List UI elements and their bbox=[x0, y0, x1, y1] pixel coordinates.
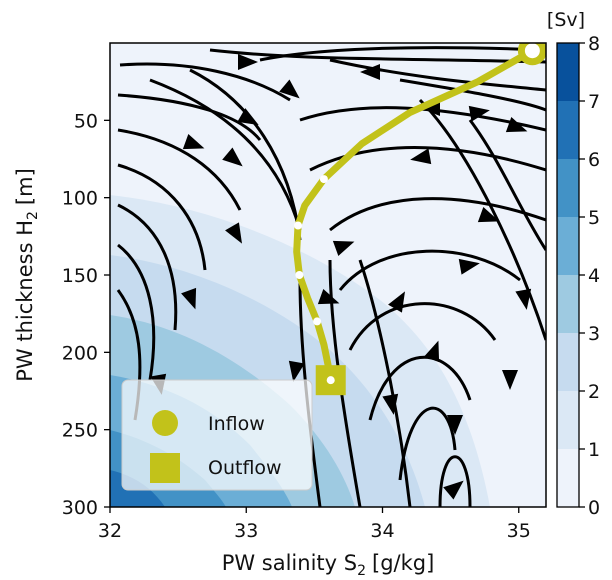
streamline bbox=[348, 302, 497, 351]
stream-arrow bbox=[182, 134, 205, 150]
trajectory-marker bbox=[295, 271, 304, 279]
streamline bbox=[368, 355, 472, 421]
streamline bbox=[418, 98, 546, 341]
y-axis: 50 100 150 200 250 300 bbox=[62, 110, 110, 519]
stream-arrow bbox=[443, 480, 464, 500]
stream-arrow bbox=[515, 288, 532, 310]
legend-outflow-marker bbox=[150, 453, 180, 483]
streamline bbox=[209, 48, 546, 64]
streamline bbox=[329, 197, 546, 232]
streamline bbox=[438, 455, 472, 507]
legend: Inflow Outflow bbox=[121, 379, 313, 491]
stream-arrow bbox=[288, 360, 305, 382]
streamline bbox=[189, 68, 302, 241]
colorbar-segment bbox=[557, 159, 579, 217]
streamline bbox=[149, 78, 302, 231]
trajectory-marker bbox=[294, 221, 303, 230]
x-tick-label: 35 bbox=[507, 520, 531, 542]
streamline bbox=[117, 243, 156, 381]
streamline bbox=[117, 163, 207, 271]
stream-arrow bbox=[477, 207, 500, 223]
colorbar-tick-label: 8 bbox=[588, 33, 600, 55]
y-tick-label: 100 bbox=[62, 188, 98, 210]
trajectory-marker bbox=[319, 175, 328, 184]
stream-arrow bbox=[382, 393, 399, 415]
stream-arrow bbox=[410, 148, 432, 165]
stream-arrow bbox=[225, 222, 242, 244]
colorbar-segment bbox=[557, 275, 579, 333]
colorbar: 0 1 2 3 4 5 6 7 8 bbox=[556, 33, 600, 519]
stream-arrow bbox=[222, 147, 243, 167]
y-tick-label: 300 bbox=[62, 497, 98, 519]
x-tick-label: 34 bbox=[370, 520, 394, 542]
streamline bbox=[468, 119, 546, 251]
stream-arrow bbox=[458, 258, 480, 275]
stream-arrow bbox=[502, 370, 518, 390]
stream-arrow bbox=[388, 291, 405, 313]
colorbar-tick-label: 7 bbox=[588, 91, 600, 113]
streamline bbox=[329, 58, 546, 92]
legend-outflow-label: Outflow bbox=[208, 457, 282, 479]
colorbar-segment bbox=[557, 391, 579, 449]
y-tick-label: 50 bbox=[74, 110, 98, 132]
trajectory bbox=[293, 43, 546, 396]
streamline bbox=[398, 406, 457, 481]
colorbar-segment bbox=[557, 217, 579, 275]
x-tick-label: 32 bbox=[98, 520, 122, 542]
stream-arrow bbox=[238, 54, 258, 70]
inflow-marker bbox=[517, 43, 546, 66]
outflow-center bbox=[326, 376, 335, 385]
streamline bbox=[399, 78, 546, 112]
streamline bbox=[358, 259, 412, 507]
colorbar-segment bbox=[557, 101, 579, 159]
y-tick-label: 200 bbox=[62, 342, 98, 364]
trajectory-line bbox=[293, 47, 536, 384]
streamline bbox=[299, 106, 546, 132]
colorbar-tick-label: 5 bbox=[588, 207, 600, 229]
stream-arrow bbox=[360, 64, 380, 80]
stream-arrow bbox=[332, 240, 355, 256]
y-tick-label: 250 bbox=[62, 420, 98, 442]
stream-arrow bbox=[181, 287, 197, 310]
streamline bbox=[117, 203, 178, 331]
legend-inflow-marker bbox=[152, 410, 178, 436]
streamline bbox=[309, 146, 546, 172]
stream-arrow bbox=[505, 117, 528, 133]
stream-arrow bbox=[424, 340, 440, 363]
streamline bbox=[119, 62, 291, 102]
streamline bbox=[117, 128, 242, 211]
stream-arrows bbox=[150, 54, 532, 500]
legend-inflow-label: Inflow bbox=[208, 413, 265, 435]
trajectory-marker bbox=[313, 317, 322, 326]
stream-arrow bbox=[237, 108, 259, 125]
stream-arrow bbox=[468, 105, 490, 122]
colorbar-tick-label: 4 bbox=[588, 265, 600, 287]
stream-arrow bbox=[447, 415, 463, 435]
stream-arrow bbox=[317, 289, 340, 305]
colorbar-tick-label: 0 bbox=[588, 497, 600, 519]
colorbar-segment bbox=[557, 449, 579, 507]
colorbar-tick-label: 2 bbox=[588, 381, 600, 403]
colorbar-tick-label: 6 bbox=[588, 149, 600, 171]
y-axis-title: PW thickness H2[m] bbox=[13, 168, 41, 382]
stream-arrow bbox=[279, 79, 300, 99]
streamline bbox=[338, 249, 521, 291]
y-tick-label: 150 bbox=[62, 265, 98, 287]
x-axis: 32 33 34 35 bbox=[98, 507, 531, 542]
colorbar-tick-label: 1 bbox=[588, 439, 600, 461]
colorbar-tick-label: 3 bbox=[588, 323, 600, 345]
colorbar-segment bbox=[557, 333, 579, 391]
x-tick-label: 33 bbox=[234, 520, 258, 542]
x-axis-title: PW salinity S2 [g/kg] bbox=[222, 551, 435, 579]
colorbar-segment bbox=[557, 43, 579, 101]
colorbar-label: [Sv] bbox=[547, 9, 585, 31]
